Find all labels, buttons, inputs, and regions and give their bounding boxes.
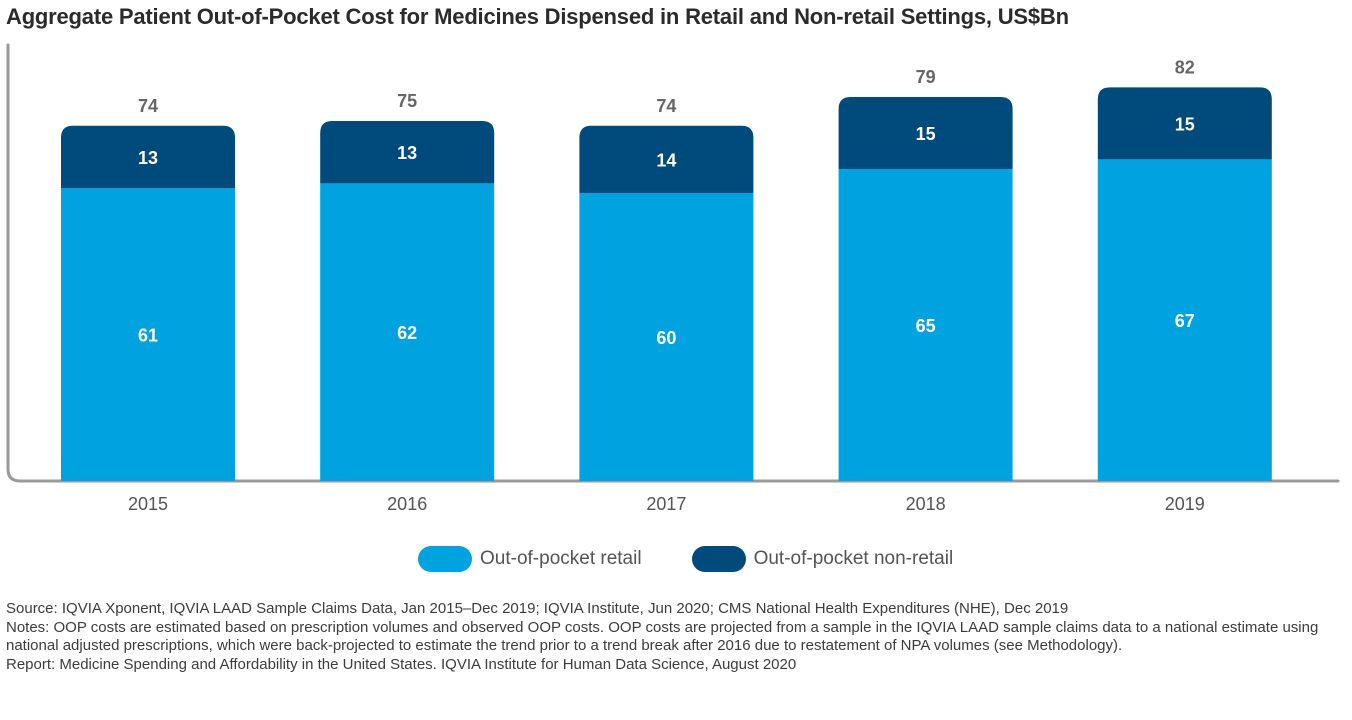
footnotes: Source: IQVIA Xponent, IQVIA LAAD Sample…	[6, 600, 1346, 675]
bar-nonretail-2016	[320, 121, 495, 184]
bar-nonretail-2015	[61, 125, 235, 189]
axis-frame	[6, 43, 1340, 483]
label-nonretail-2018: 15	[916, 124, 936, 144]
x-tick-2018: 2018	[906, 494, 946, 514]
label-total-2017: 74	[656, 96, 676, 116]
bar-retail-2017	[579, 193, 754, 481]
legend-item-nonretail[interactable]: Out-of-pocket non-retail	[691, 546, 954, 572]
source-note: Source: IQVIA Xponent, IQVIA LAAD Sample…	[6, 600, 1069, 617]
label-nonretail-2019: 15	[1175, 114, 1195, 134]
legend-label-nonretail: Out-of-pocket non-retail	[753, 548, 954, 569]
label-retail-2016: 62	[397, 323, 417, 343]
legend-label-retail: Out-of-pocket retail	[480, 548, 642, 569]
legend: Out-of-pocket retail Out-of-pocket non-r…	[418, 546, 1003, 572]
bar-retail-2015	[61, 188, 235, 481]
label-total-2015: 74	[138, 96, 158, 116]
legend-item-retail[interactable]: Out-of-pocket retail	[418, 546, 642, 572]
label-total-2018: 79	[916, 67, 936, 87]
label-retail-2018: 65	[916, 316, 936, 336]
bar-nonretail-2019	[1097, 87, 1272, 160]
x-tick-2017: 2017	[646, 494, 686, 514]
label-nonretail-2016: 13	[397, 143, 417, 163]
bar-nonretail-2017	[579, 125, 754, 193]
x-tick-2015: 2015	[128, 494, 168, 514]
legend-swatch-nonretail	[691, 546, 746, 572]
label-retail-2015: 61	[138, 326, 158, 346]
bar-retail-2016	[320, 183, 495, 481]
bar-nonretail-2018	[838, 97, 1013, 169]
bar-retail-2019	[1097, 159, 1272, 481]
label-retail-2019: 67	[1175, 311, 1195, 331]
label-total-2016: 75	[397, 91, 417, 111]
methodology-note: Notes: OOP costs are estimated based on …	[6, 619, 1319, 654]
x-tick-2019: 2019	[1165, 494, 1205, 514]
label-nonretail-2015: 13	[138, 148, 158, 168]
report-note: Report: Medicine Spending and Affordabil…	[6, 656, 797, 673]
label-nonretail-2017: 14	[656, 150, 676, 170]
bar-chart: 61 13 74 2015 62 13 75 2016 60 14 74 2017 65 15 79 2018…	[6, 43, 1340, 514]
label-total-2019: 82	[1175, 57, 1195, 77]
x-tick-2016: 2016	[387, 494, 427, 514]
bar-retail-2018	[838, 169, 1013, 481]
label-retail-2017: 60	[656, 328, 676, 348]
legend-swatch-retail	[418, 546, 472, 572]
chart-title: Aggregate Patient Out-of-Pocket Cost for…	[6, 4, 1069, 29]
